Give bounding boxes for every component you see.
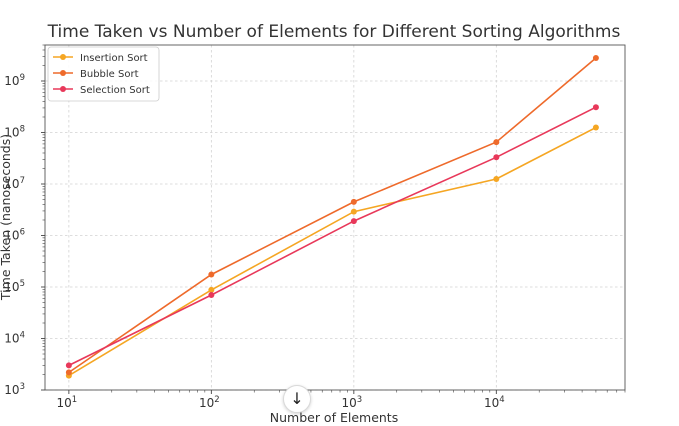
arrow-down-icon: ↓ bbox=[290, 389, 304, 408]
y-tick-base: 10 bbox=[4, 331, 19, 345]
insertion-sort-data-point bbox=[208, 286, 215, 293]
y-tick-label: 107 bbox=[4, 176, 25, 191]
y-tick-exponent: 9 bbox=[20, 73, 25, 83]
selection-sort-data-point bbox=[493, 154, 500, 161]
y-tick-label: 109 bbox=[4, 73, 25, 88]
y-tick-exponent: 4 bbox=[20, 330, 25, 340]
x-tick-exponent: 2 bbox=[214, 395, 219, 405]
y-tick-exponent: 8 bbox=[20, 124, 25, 134]
legend-label-bubble-sort: Bubble Sort bbox=[80, 69, 139, 80]
selection-sort-data-point bbox=[592, 104, 599, 111]
x-tick-label: 104 bbox=[484, 395, 505, 410]
x-tick-base: 10 bbox=[341, 396, 356, 410]
y-tick-base: 10 bbox=[4, 74, 19, 88]
legend-label-insertion-sort: Insertion Sort bbox=[80, 53, 148, 64]
legend-label-selection-sort: Selection Sort bbox=[80, 85, 150, 96]
scroll-down-button[interactable]: ↓ bbox=[283, 385, 311, 413]
plot-area bbox=[44, 44, 626, 391]
insertion-sort-data-point bbox=[592, 124, 599, 131]
x-axis-label: Number of Elements bbox=[270, 410, 398, 425]
bubble-sort-data-point bbox=[208, 271, 215, 278]
bubble-sort-series-line bbox=[68, 57, 597, 374]
legend-marker-insertion-sort bbox=[60, 54, 66, 60]
bubble-sort-data-point bbox=[350, 198, 357, 205]
y-axis-label: Time Taken (nanoseconds) bbox=[0, 134, 13, 301]
x-tick-exponent: 1 bbox=[72, 395, 77, 405]
x-tick-base: 10 bbox=[57, 396, 72, 410]
y-tick-exponent: 3 bbox=[20, 382, 25, 392]
x-tick-label: 102 bbox=[199, 395, 220, 410]
legend-box bbox=[47, 46, 160, 102]
bubble-sort-data-point bbox=[65, 369, 72, 376]
bubble-sort-data-point bbox=[592, 54, 599, 61]
y-tick-base: 10 bbox=[4, 228, 19, 242]
x-tick-base: 10 bbox=[484, 396, 499, 410]
legend-marker-bubble-sort bbox=[60, 70, 66, 76]
selection-sort-data-point bbox=[350, 218, 357, 225]
x-tick-label: 101 bbox=[57, 395, 78, 410]
x-tick-exponent: 3 bbox=[357, 395, 362, 405]
y-tick-exponent: 6 bbox=[20, 227, 25, 237]
x-tick-base: 10 bbox=[199, 396, 214, 410]
x-tick-label: 103 bbox=[341, 395, 362, 410]
x-tick-exponent: 4 bbox=[499, 395, 504, 405]
y-tick-base: 10 bbox=[4, 177, 19, 191]
y-tick-label: 106 bbox=[4, 227, 25, 242]
y-tick-label: 103 bbox=[4, 382, 25, 397]
y-tick-label: 108 bbox=[4, 124, 25, 139]
chart-title: Time Taken vs Number of Elements for Dif… bbox=[47, 22, 621, 42]
y-tick-base: 10 bbox=[4, 280, 19, 294]
y-tick-base: 10 bbox=[4, 383, 19, 397]
bubble-sort-data-point bbox=[493, 139, 500, 146]
legend-marker-selection-sort bbox=[60, 86, 66, 92]
y-tick-base: 10 bbox=[4, 125, 19, 139]
y-tick-label: 104 bbox=[4, 330, 25, 345]
selection-sort-data-point bbox=[65, 362, 72, 369]
selection-sort-data-point bbox=[208, 291, 215, 298]
insertion-sort-data-point bbox=[493, 176, 500, 183]
y-tick-label: 105 bbox=[4, 279, 25, 294]
y-tick-exponent: 5 bbox=[20, 279, 25, 289]
selection-sort-series-line bbox=[68, 106, 597, 367]
y-tick-exponent: 7 bbox=[20, 176, 25, 186]
insertion-sort-data-point bbox=[350, 208, 357, 215]
legend: Insertion Sort Bubble Sort Selection Sort bbox=[47, 46, 160, 102]
